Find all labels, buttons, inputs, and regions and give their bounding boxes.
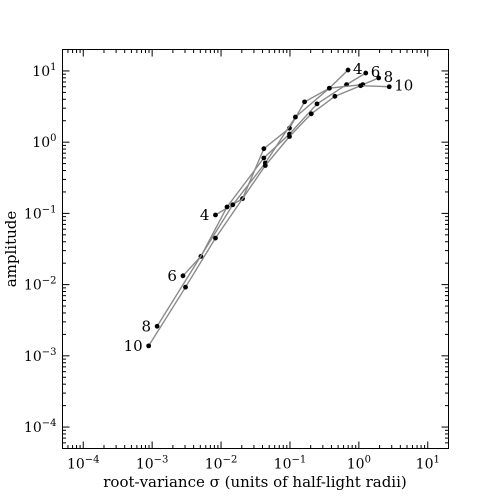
data-point bbox=[154, 323, 160, 329]
axis-ticks: 10−4 10−3 10−2 10−1 100 101 10−4 10−3 10−2 10−1 10… bbox=[24, 49, 449, 473]
data-point bbox=[308, 111, 314, 117]
data-point bbox=[332, 93, 338, 99]
series-end-label: 10 bbox=[394, 77, 413, 95]
x-tick-label: 10−2 bbox=[205, 455, 238, 473]
data-point bbox=[345, 67, 351, 73]
y-tick-label: 10−3 bbox=[24, 347, 57, 365]
data-point bbox=[376, 75, 382, 81]
x-tick-label: 101 bbox=[416, 455, 440, 473]
series-8: 88 bbox=[142, 68, 394, 335]
series-end-label: 6 bbox=[371, 63, 381, 81]
series-end-label: 8 bbox=[384, 68, 394, 86]
data-point bbox=[363, 70, 369, 76]
data-point bbox=[261, 155, 267, 161]
data-point bbox=[224, 204, 230, 210]
data-point bbox=[213, 212, 218, 218]
y-tick-label: 100 bbox=[32, 133, 56, 151]
series-start-label: 6 bbox=[167, 267, 177, 285]
data-point bbox=[230, 202, 236, 208]
data-point bbox=[386, 84, 392, 90]
series-end-label: 4 bbox=[353, 60, 363, 78]
x-tick-label: 10−1 bbox=[274, 455, 307, 473]
series-start-label: 8 bbox=[142, 317, 152, 335]
y-tick-label: 10−2 bbox=[24, 276, 57, 294]
plot-frame bbox=[62, 49, 449, 449]
x-axis-label: root-variance σ (units of half-light rad… bbox=[103, 473, 407, 491]
data-point bbox=[314, 101, 320, 107]
data-point bbox=[261, 146, 267, 152]
y-tick-label: 101 bbox=[32, 62, 56, 80]
data-point bbox=[326, 85, 332, 91]
data-point bbox=[287, 134, 292, 139]
data-point bbox=[146, 343, 152, 349]
data-point bbox=[213, 235, 218, 241]
data-point bbox=[262, 163, 268, 168]
y-tick-label: 10−4 bbox=[24, 418, 57, 436]
series-line bbox=[215, 69, 349, 216]
data-point bbox=[302, 99, 307, 105]
series-10: 10 10 bbox=[124, 77, 414, 355]
data-point bbox=[293, 114, 298, 120]
data-point bbox=[358, 83, 363, 89]
x-tick-label: 10−4 bbox=[67, 455, 100, 473]
series-start-label: 4 bbox=[200, 206, 210, 224]
data-point bbox=[180, 273, 186, 279]
data-point bbox=[183, 284, 188, 290]
series-line bbox=[148, 85, 390, 347]
series-6: 66 bbox=[167, 63, 380, 285]
y-axis-label: amplitude bbox=[2, 211, 20, 288]
series-start-label: 10 bbox=[124, 337, 143, 355]
series-line bbox=[156, 77, 379, 327]
x-tick-label: 100 bbox=[347, 455, 371, 473]
y-tick-label: 10−1 bbox=[24, 204, 57, 222]
x-tick-label: 10−3 bbox=[136, 455, 169, 473]
